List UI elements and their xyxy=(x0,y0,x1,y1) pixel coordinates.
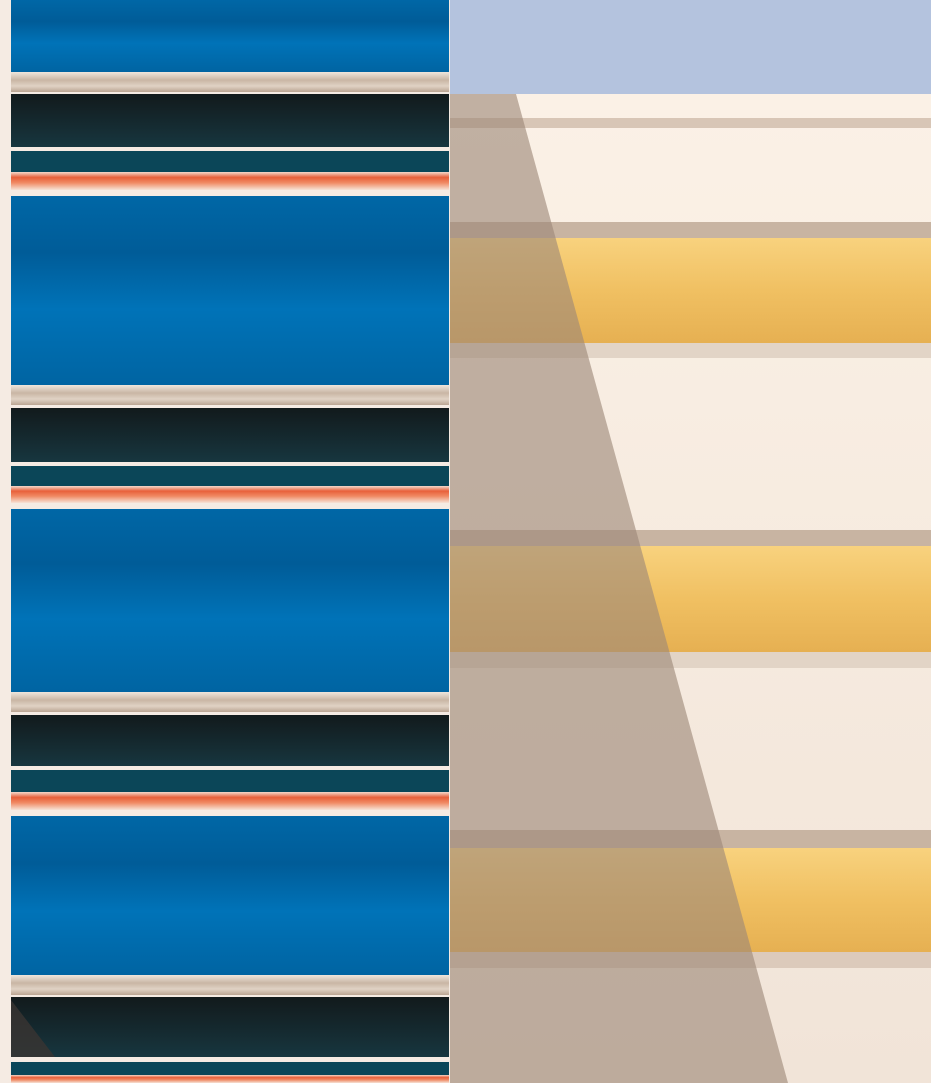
artwork xyxy=(0,0,931,1083)
orange-band xyxy=(11,486,449,503)
beige-band xyxy=(11,385,449,405)
teal-band xyxy=(11,1062,449,1075)
orange-band xyxy=(11,792,449,810)
page: (() => { const data = JSON.parse(documen… xyxy=(0,0,931,1083)
beige-band xyxy=(11,692,449,712)
beige-band xyxy=(11,72,449,92)
sky xyxy=(450,0,931,94)
orange-band xyxy=(11,172,449,190)
blue-band xyxy=(11,0,449,72)
dark-band xyxy=(11,94,449,147)
blue-band xyxy=(11,816,449,975)
teal-band xyxy=(11,466,449,486)
teal-band xyxy=(11,151,449,172)
blue-band xyxy=(11,196,449,385)
orange-band xyxy=(11,1075,449,1083)
dark-band xyxy=(11,715,449,766)
beige-band xyxy=(11,975,449,995)
blue-band xyxy=(11,509,449,692)
teal-band xyxy=(11,770,449,792)
left-panel xyxy=(11,0,449,1083)
dark-band xyxy=(11,997,449,1057)
dark-band xyxy=(11,408,449,462)
right-panel xyxy=(450,0,931,1083)
